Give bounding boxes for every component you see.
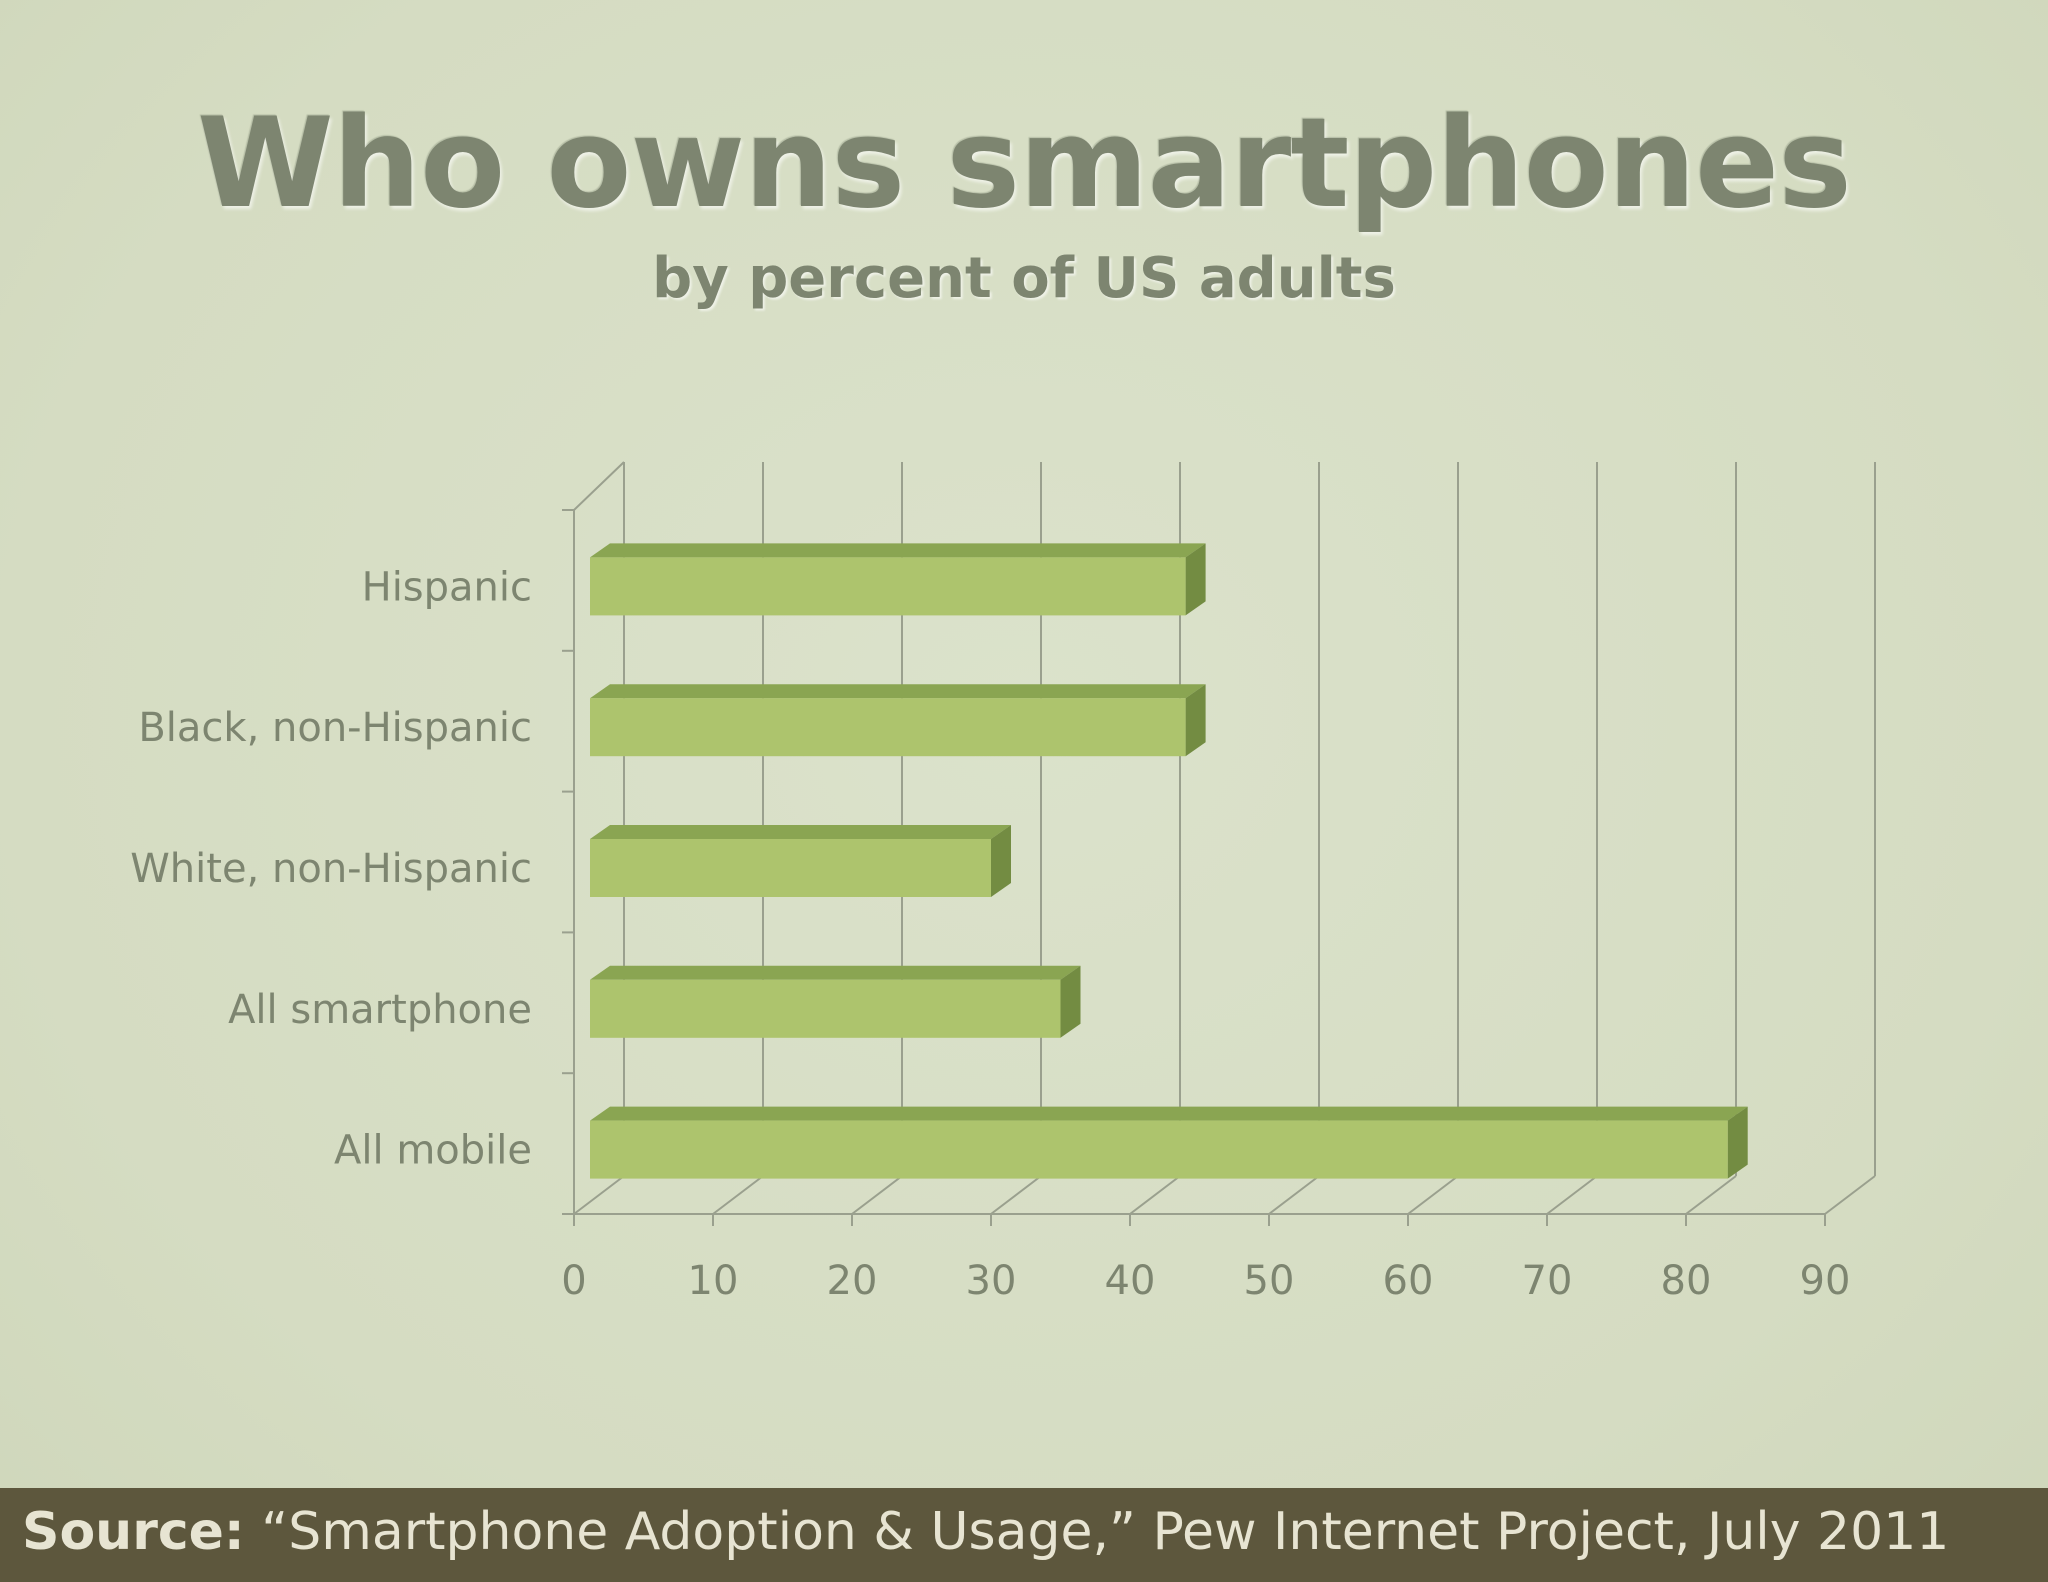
bar-side xyxy=(1060,965,1081,1038)
bar-top xyxy=(590,543,1206,558)
side-wall-top xyxy=(573,461,625,511)
source-citation: Source: “Smartphone Adoption & Usage,” P… xyxy=(22,1502,1949,1562)
x-tick-label: 80 xyxy=(1661,1258,1712,1304)
bar-chart: 0 10 20 30 40 50 60 70 80 90 Hispanic Black, non-Hi… xyxy=(130,461,1876,1304)
chart-subtitle: by percent of US adults xyxy=(652,246,1396,311)
x-tick-label: 90 xyxy=(1800,1258,1851,1304)
x-tick-label: 50 xyxy=(1244,1258,1295,1304)
y-category-label: All mobile xyxy=(334,1128,532,1174)
floor-gridline xyxy=(851,1175,903,1215)
bar-top xyxy=(590,965,1081,980)
floor-gridline xyxy=(990,1175,1042,1215)
floor-gridline xyxy=(1685,1175,1737,1215)
source-footer: Source: “Smartphone Adoption & Usage,” P… xyxy=(0,1488,2048,1582)
bar xyxy=(590,698,1186,757)
x-tick-label: 40 xyxy=(1105,1258,1156,1304)
y-category-label: Black, non-Hispanic xyxy=(138,705,532,751)
bar-top xyxy=(590,825,1011,839)
x-tick-label: 70 xyxy=(1522,1258,1573,1304)
floor-gridline xyxy=(1407,1175,1459,1215)
x-tick-label: 30 xyxy=(966,1258,1017,1304)
floor-gridline xyxy=(1129,1175,1181,1215)
y-category-label: All smartphone xyxy=(228,987,532,1033)
x-tick-label: 60 xyxy=(1383,1258,1434,1304)
bar xyxy=(590,839,991,897)
y-category-label: Hispanic xyxy=(362,564,532,610)
source-label: Source: xyxy=(22,1502,245,1562)
bar xyxy=(590,557,1186,616)
floor-gridline xyxy=(1824,1175,1876,1215)
bar-top xyxy=(590,684,1206,699)
bar xyxy=(590,979,1061,1038)
chart-title: Who owns smartphones xyxy=(197,92,1852,236)
x-tick-label: 10 xyxy=(688,1258,739,1304)
floor-gridline xyxy=(573,1175,625,1215)
x-tick-label: 0 xyxy=(561,1258,586,1304)
x-tick-label: 20 xyxy=(827,1258,878,1304)
bar xyxy=(590,1120,1728,1179)
floor-gridline xyxy=(1546,1175,1598,1215)
floor-gridline xyxy=(712,1175,764,1215)
bar-side xyxy=(991,825,1011,897)
source-text: “Smartphone Adoption & Usage,” Pew Inter… xyxy=(261,1502,1950,1562)
bar-top xyxy=(590,1106,1748,1121)
bar-side xyxy=(1185,543,1206,616)
y-category-label: White, non-Hispanic xyxy=(130,846,532,892)
floor-gridline xyxy=(1268,1175,1320,1215)
bar-side xyxy=(1185,684,1206,757)
bar-side xyxy=(1727,1106,1748,1179)
